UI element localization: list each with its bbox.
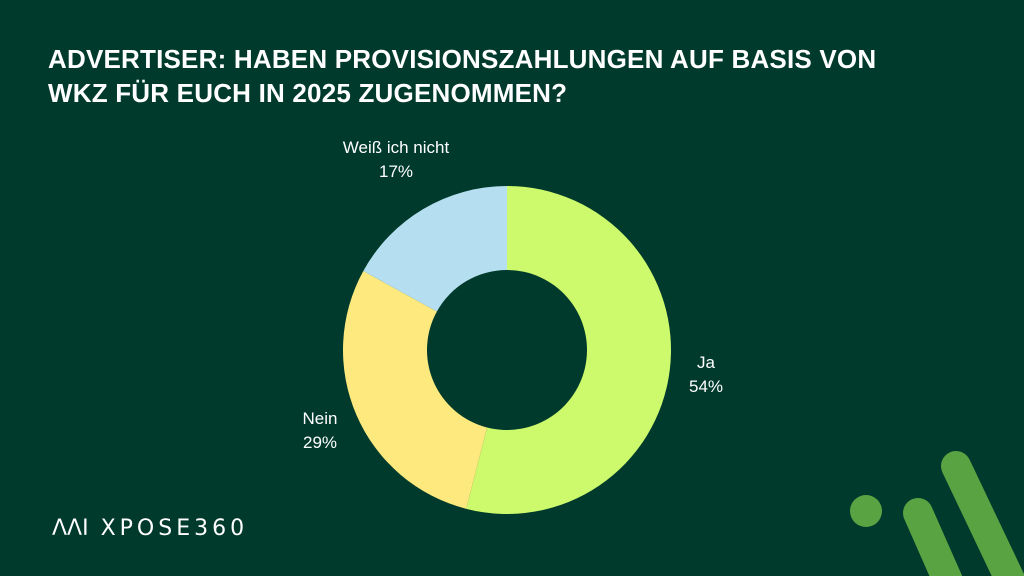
chart-title-line-1: ADVERTISER: HABEN PROVISIONSZAHLUNGEN AU… (48, 44, 877, 74)
slice-label-name: Ja (697, 353, 716, 372)
slice-label-value: 54% (689, 377, 723, 396)
slice-label-value: 17% (379, 162, 413, 181)
chart-title: ADVERTISER: HABEN PROVISIONSZAHLUNGEN AU… (48, 42, 948, 110)
decorative-dot (850, 495, 882, 527)
chart-title-line-2: WKZ FÜR EUCH IN 2025 ZUGENOMMEN? (48, 78, 568, 108)
slice-label-name: Weiß ich nicht (343, 138, 450, 157)
slice-label-value: 29% (303, 433, 337, 452)
donut-slice-nein (343, 270, 488, 509)
brand-logo-mark: ΛΛΙ (52, 516, 89, 541)
decorative-bar-long (941, 451, 1024, 576)
decorative-bar-short (903, 498, 963, 576)
slice-label-name: Nein (303, 409, 338, 428)
donut-slice-ja (466, 186, 672, 514)
donut-slice-wei-ich-nicht (363, 186, 507, 312)
brand-logo: ΛΛΙ XPOSE360 (52, 516, 248, 541)
brand-logo-text: XPOSE360 (100, 516, 249, 541)
